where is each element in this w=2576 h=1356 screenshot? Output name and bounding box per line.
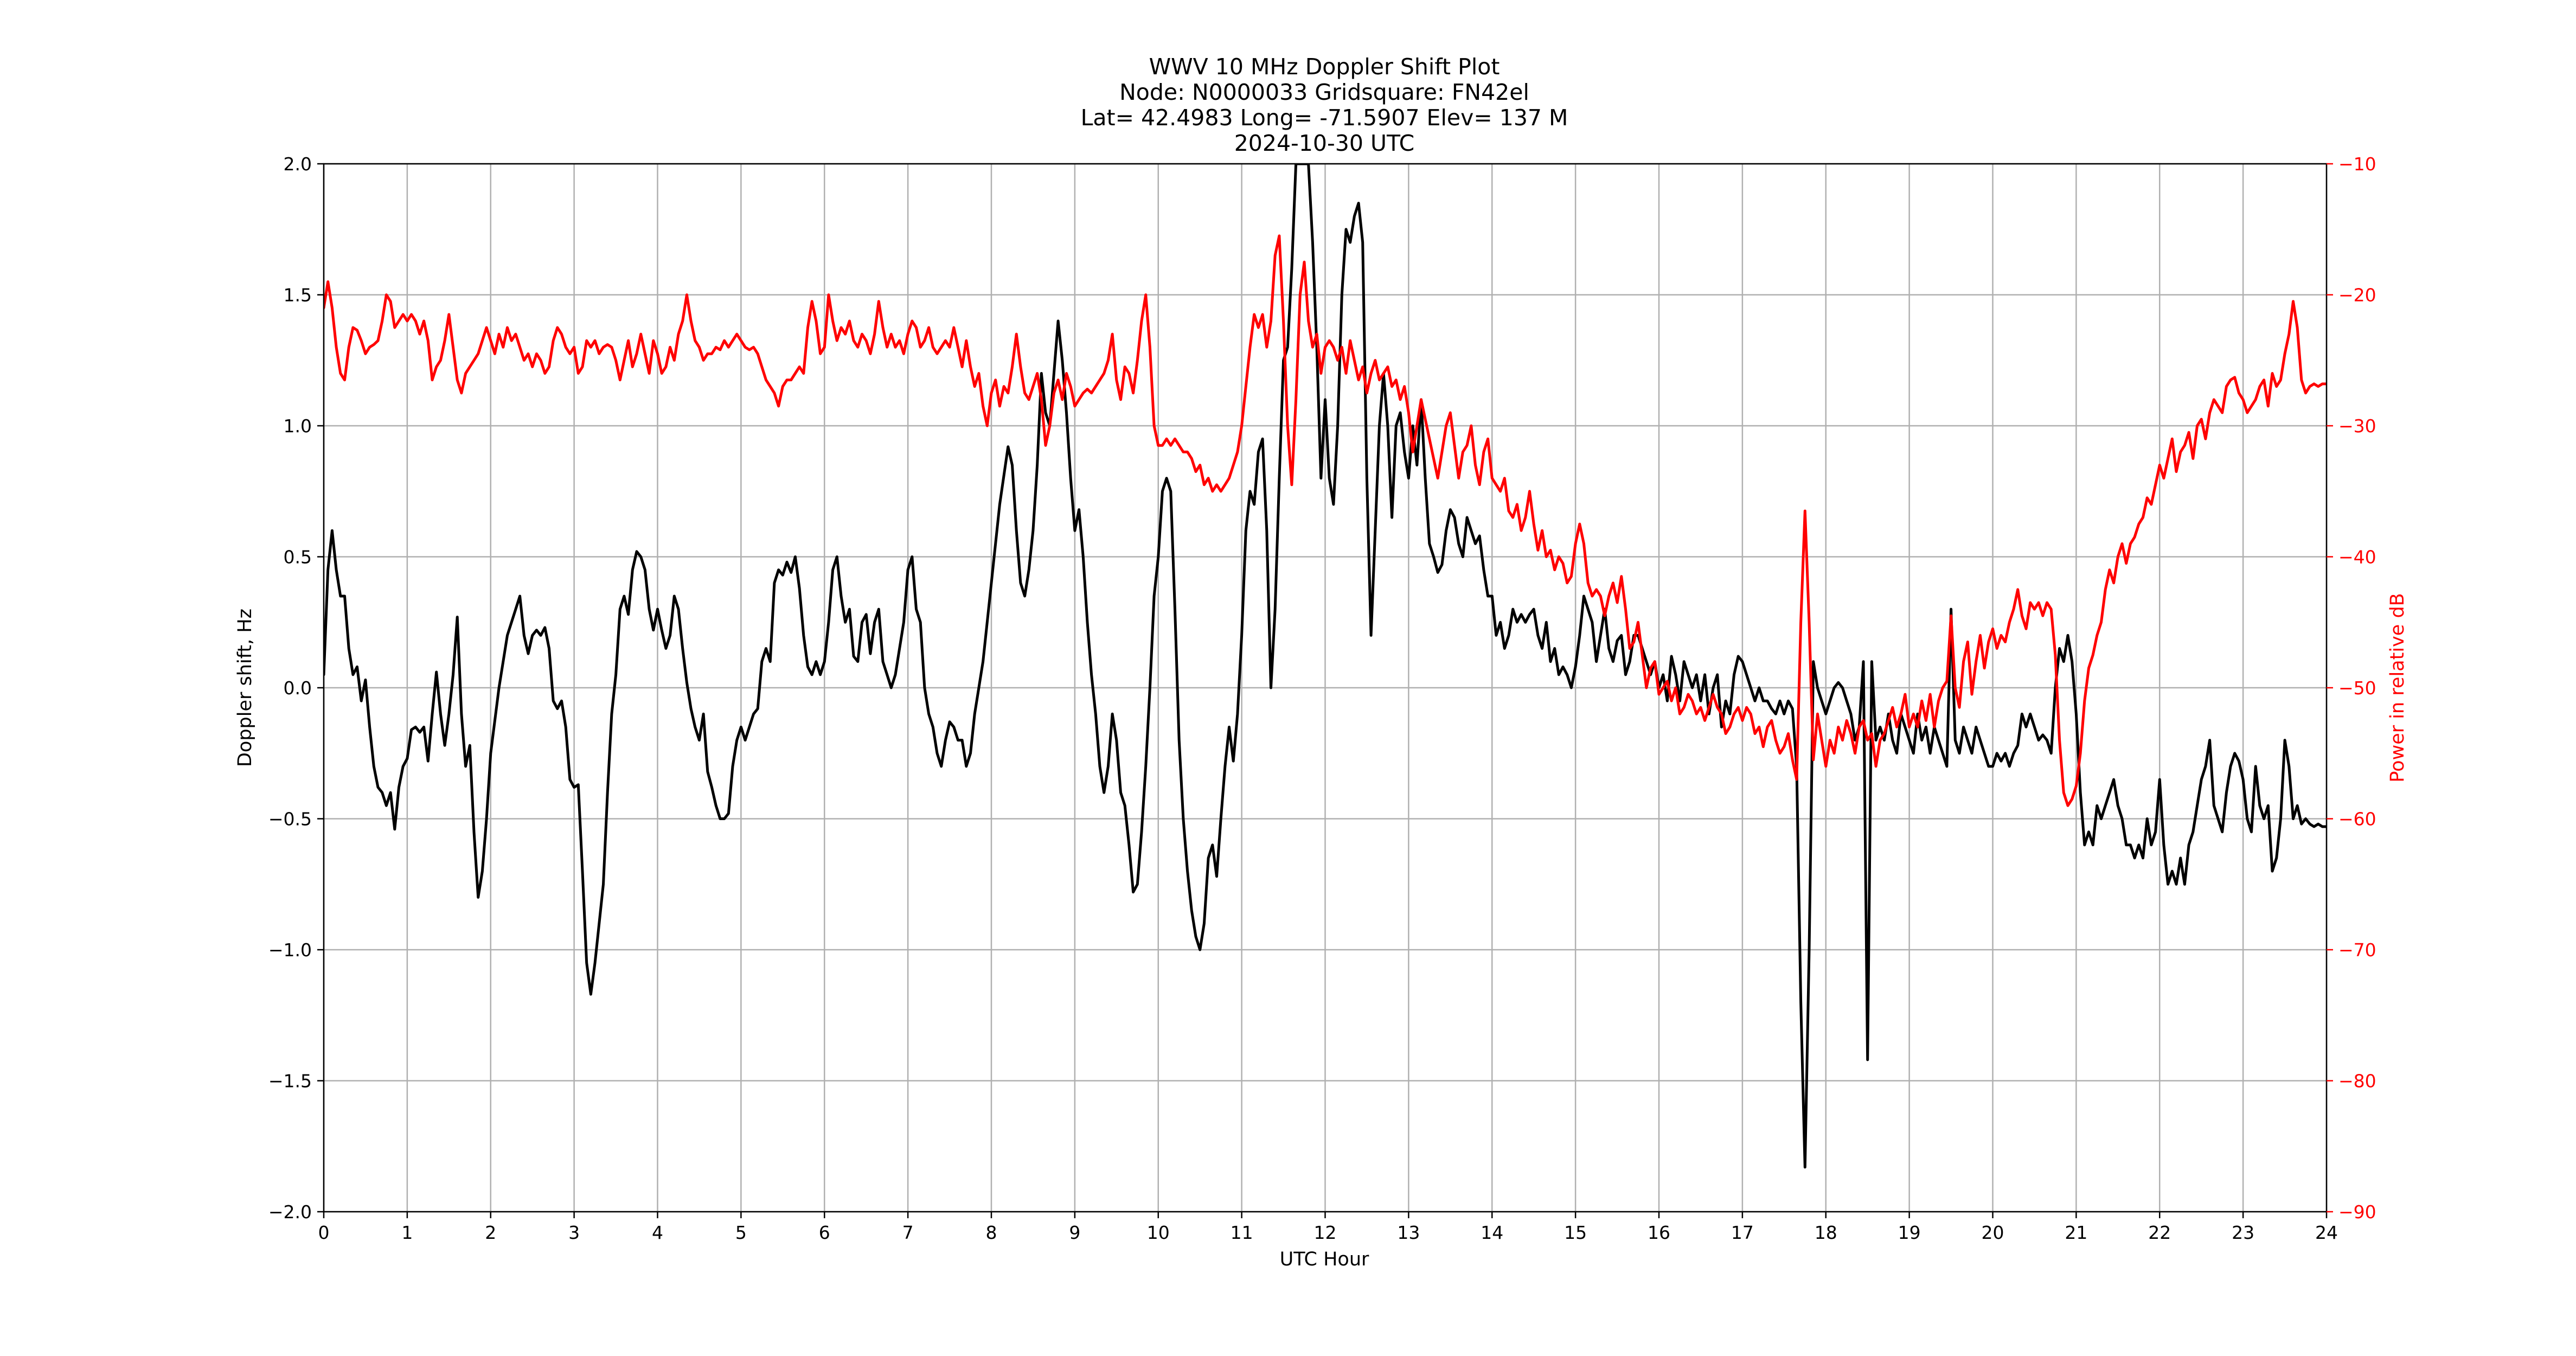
x-tick-label: 12	[1314, 1222, 1337, 1243]
right-y-axis-ticks: −90 −80 −70 −60 −50 −40 −30 −20 −10	[2327, 153, 2376, 1223]
x-tick-label: 1	[401, 1222, 413, 1243]
x-tick-label: 3	[568, 1222, 580, 1243]
right-y-tick-label: −30	[2338, 415, 2376, 437]
power-series-line	[324, 234, 2327, 807]
x-tick-label: 21	[2065, 1222, 2087, 1243]
x-tick-label: 20	[1982, 1222, 2004, 1243]
x-tick-label: 8	[986, 1222, 997, 1243]
x-axis-label: UTC Hour	[1280, 1249, 1369, 1270]
title-line-2: Node: N0000033 Gridsquare: FN42el	[1119, 79, 1529, 105]
right-y-tick-label: −80	[2338, 1071, 2376, 1092]
x-tick-label: 24	[2315, 1222, 2338, 1243]
right-y-tick-label: −50	[2338, 677, 2376, 699]
left-y-tick-label: 0.5	[284, 547, 312, 568]
x-tick-label: 23	[2232, 1222, 2254, 1243]
left-y-tick-label: 0.0	[284, 677, 312, 699]
x-tick-label: 15	[1564, 1222, 1587, 1243]
x-tick-label: 5	[735, 1222, 747, 1243]
title-line-3: Lat= 42.4983 Long= -71.5907 Elev= 137 M	[1081, 105, 1568, 131]
x-tick-label: 11	[1231, 1222, 1253, 1243]
x-tick-label: 22	[2148, 1222, 2171, 1243]
x-tick-label: 9	[1069, 1222, 1080, 1243]
left-y-tick-label: −2.0	[268, 1201, 312, 1223]
right-y-tick-label: −90	[2338, 1201, 2376, 1223]
x-tick-label: 18	[1815, 1222, 1837, 1243]
left-y-tick-label: 1.0	[284, 415, 312, 437]
x-tick-label: 10	[1147, 1222, 1170, 1243]
left-y-tick-label: 1.5	[284, 285, 312, 306]
x-tick-label: 14	[1481, 1222, 1503, 1243]
x-tick-label: 0	[318, 1222, 330, 1243]
x-tick-label: 19	[1898, 1222, 1921, 1243]
chart-title: WWV 10 MHz Doppler Shift Plot Node: N000…	[1081, 54, 1568, 156]
title-line-1: WWV 10 MHz Doppler Shift Plot	[1149, 54, 1500, 80]
x-tick-label: 2	[485, 1222, 496, 1243]
left-y-tick-label: −1.5	[268, 1071, 312, 1092]
x-tick-label: 7	[902, 1222, 914, 1243]
x-tick-label: 4	[652, 1222, 663, 1243]
series	[324, 164, 2327, 1169]
left-y-axis-label: Doppler shift, Hz	[234, 609, 256, 767]
doppler-shift-series-line	[324, 164, 2327, 1169]
left-y-tick-label: −1.0	[268, 939, 312, 961]
x-tick-label: 6	[819, 1222, 830, 1243]
x-tick-label: 16	[1648, 1222, 1670, 1243]
left-y-tick-label: −0.5	[268, 809, 312, 830]
right-y-axis-label: Power in relative dB	[2387, 593, 2408, 782]
title-line-4: 2024-10-30 UTC	[1234, 130, 1415, 156]
left-y-axis-ticks: −2.0 −1.5 −1.0 −0.5 0.0 0.5 1.0 1.5 2.0	[268, 153, 324, 1223]
x-tick-label: 17	[1731, 1222, 1754, 1243]
left-y-tick-label: 2.0	[284, 153, 312, 175]
right-y-tick-label: −70	[2338, 939, 2376, 961]
right-y-tick-label: −20	[2338, 285, 2376, 306]
right-y-tick-label: −60	[2338, 809, 2376, 830]
x-tick-label: 13	[1397, 1222, 1420, 1243]
right-y-tick-label: −10	[2338, 153, 2376, 175]
right-y-tick-label: −40	[2338, 547, 2376, 568]
x-axis-ticks: 0 1 2 3 4 5 6 7 8 9 10 11 12 13 14 15 16 17 18 19 20 21 22 23 24	[318, 1212, 2338, 1243]
grid	[323, 163, 2328, 1213]
